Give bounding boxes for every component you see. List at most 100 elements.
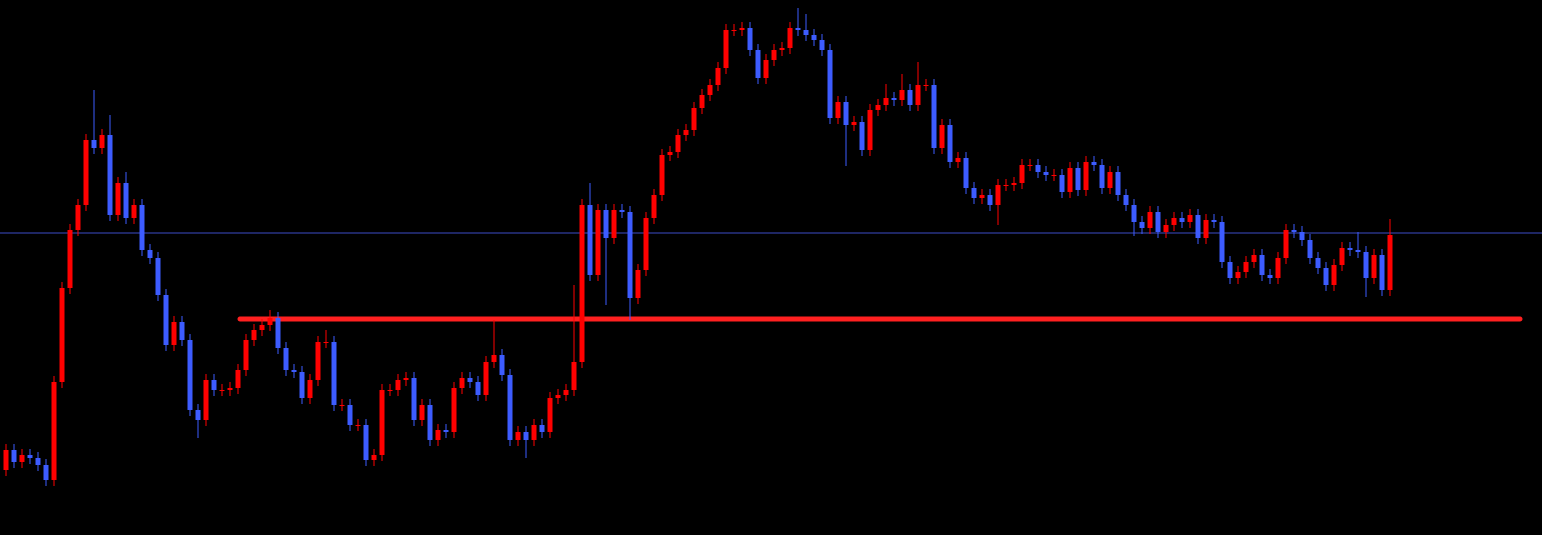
candle-body [1131, 205, 1137, 222]
candle-body [1203, 220, 1209, 238]
candle-body [995, 185, 1001, 205]
candle-body [1275, 258, 1281, 278]
candle-body [595, 210, 601, 275]
candle-body [331, 342, 337, 405]
candle-body [1291, 230, 1297, 232]
candle-body [339, 405, 345, 406]
candle-body [187, 340, 193, 410]
candle-body [123, 183, 129, 218]
candle-body [947, 125, 953, 162]
candle-body [571, 362, 577, 390]
candle-body [1059, 175, 1065, 192]
candle-body [1227, 262, 1233, 278]
candle-body [867, 110, 873, 150]
candle-body [19, 455, 25, 462]
candle-body [219, 390, 225, 391]
candle-body [467, 378, 473, 382]
candle-body [1347, 248, 1353, 250]
candle-body [763, 60, 769, 78]
candle-body [179, 322, 185, 340]
candle-body [323, 342, 329, 343]
candle-body [1139, 222, 1145, 228]
candle-body [1083, 162, 1089, 190]
candle-body [659, 155, 665, 195]
candle-body [1043, 172, 1049, 175]
candle-body [1147, 212, 1153, 228]
candle-body [963, 158, 969, 188]
candle-body [203, 380, 209, 420]
candle-body [259, 325, 265, 330]
candle-body [923, 85, 929, 86]
candle-body [267, 318, 273, 325]
candle-body [939, 125, 945, 148]
candle-body [987, 195, 993, 205]
candle-body [59, 288, 65, 382]
candle-body [443, 430, 449, 432]
candle-body [483, 362, 489, 395]
candle-body [1099, 165, 1105, 188]
candle-body [1035, 165, 1041, 172]
candle-body [1235, 272, 1241, 278]
candle-body [1195, 215, 1201, 238]
candle-body [1363, 252, 1369, 278]
candle-body [635, 270, 641, 298]
candle-body [1243, 262, 1249, 272]
candle-body [1027, 165, 1033, 166]
candle-body [387, 390, 393, 391]
candle-body [731, 30, 737, 31]
candle-body [83, 140, 89, 205]
candle-body [707, 85, 713, 95]
candle-body [275, 318, 281, 348]
candle-body [1155, 212, 1161, 232]
candle-body [907, 90, 913, 105]
candle-body [1267, 275, 1273, 278]
candle-body [539, 425, 545, 432]
candle-body [899, 90, 905, 100]
candle-body [955, 158, 961, 162]
candle-body [299, 372, 305, 398]
candle-body [139, 205, 145, 250]
candle-body [651, 195, 657, 218]
candle-body [1115, 172, 1121, 195]
candle-body [875, 105, 881, 110]
candle-body [1379, 255, 1385, 290]
candle-body [1307, 240, 1313, 258]
candle-body [315, 342, 321, 380]
candle-body [683, 130, 689, 135]
candle-body [835, 102, 841, 118]
candle-body [747, 28, 753, 50]
candle-body [723, 30, 729, 68]
candle-body [131, 205, 137, 218]
candle-body [347, 405, 353, 425]
candle-body [11, 450, 17, 462]
candle-body [491, 355, 497, 362]
candle-body [523, 432, 529, 440]
candle-body [1387, 235, 1393, 290]
candle-body [435, 430, 441, 440]
candle-body [611, 210, 617, 238]
candle-body [195, 410, 201, 420]
candle-body [291, 370, 297, 372]
candle-body [91, 140, 97, 148]
candle-body [795, 28, 801, 30]
candle-body [1019, 165, 1025, 183]
candle-body [355, 425, 361, 426]
candle-body [1211, 220, 1217, 222]
candle-body [1315, 258, 1321, 268]
candle-body [563, 390, 569, 395]
candle-body [515, 432, 521, 440]
candle-body [915, 85, 921, 105]
candle-body [419, 405, 425, 420]
candle-body [603, 210, 609, 238]
candle-body [979, 195, 985, 198]
candle-body [235, 370, 241, 388]
candle-body [579, 205, 585, 362]
candle-body [35, 458, 41, 465]
candle-body [171, 322, 177, 345]
candle-body [507, 375, 513, 440]
candle-body [67, 230, 73, 288]
candle-body [1251, 255, 1257, 262]
candle-body [51, 382, 57, 480]
candle-body [243, 340, 249, 370]
